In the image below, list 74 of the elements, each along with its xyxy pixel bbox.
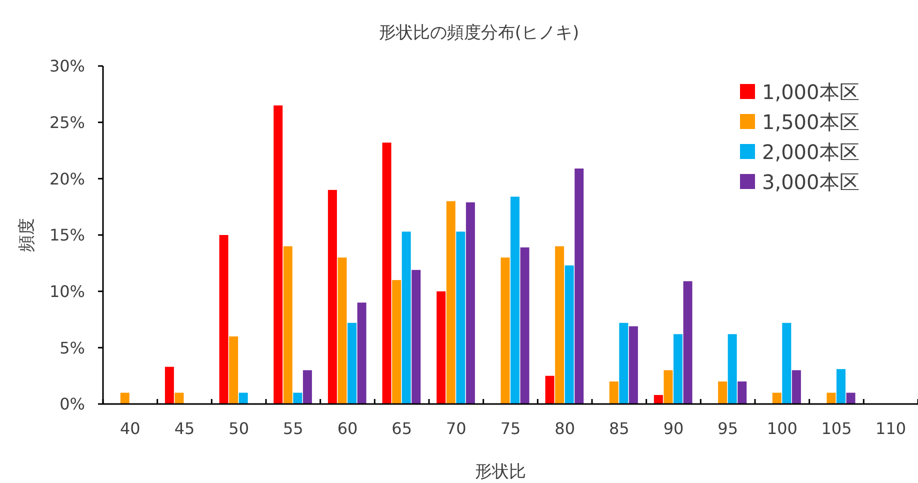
- bar: [654, 394, 663, 404]
- bar: [510, 196, 520, 404]
- bar: [555, 246, 564, 404]
- x-tick-label: 40: [120, 419, 140, 438]
- bar: [219, 235, 228, 404]
- y-tick-label: 0%: [60, 394, 85, 414]
- x-tick-label: 110: [876, 419, 906, 438]
- bar: [836, 369, 846, 404]
- y-tick-label: 10%: [49, 282, 85, 301]
- y-tick-label: 15%: [49, 226, 85, 245]
- x-tick-label: 45: [174, 419, 195, 438]
- bar: [664, 370, 673, 404]
- bar: [302, 370, 312, 404]
- bar: [574, 168, 584, 404]
- bar: [357, 302, 366, 404]
- bar: [728, 334, 737, 404]
- bar: [738, 381, 747, 404]
- legend-label: 2,000本区: [762, 140, 860, 164]
- bar: [338, 258, 347, 404]
- x-tick-label: 75: [500, 419, 521, 438]
- bar: [826, 392, 836, 404]
- legend-label: 1,000本区: [762, 80, 860, 104]
- bar: [120, 392, 130, 404]
- bar: [772, 392, 782, 404]
- bar: [229, 336, 238, 404]
- legend-label: 3,000本区: [762, 170, 860, 194]
- bar: [619, 322, 628, 404]
- bar: [412, 270, 421, 404]
- bar: [628, 326, 638, 404]
- bar: [545, 376, 554, 404]
- bar: [436, 291, 446, 404]
- x-tick-label: 85: [608, 419, 630, 438]
- bar: [520, 247, 530, 404]
- bar: [446, 201, 456, 404]
- x-tick-label: 70: [446, 419, 466, 438]
- bar: [500, 258, 510, 404]
- x-tick-label: 50: [228, 419, 250, 438]
- bar: [402, 232, 411, 404]
- bar: [238, 392, 248, 404]
- bar: [564, 265, 574, 404]
- bar: [718, 381, 728, 404]
- bar: [392, 280, 402, 404]
- x-tick-label: 80: [554, 419, 576, 438]
- bar: [164, 366, 174, 404]
- bar: [466, 202, 475, 404]
- bar: [328, 190, 337, 404]
- x-tick-label: 65: [392, 419, 412, 438]
- bar: [293, 392, 302, 404]
- y-tick-label: 25%: [49, 112, 85, 132]
- bar: [382, 142, 392, 404]
- bar: [683, 281, 692, 404]
- bar: [846, 392, 856, 404]
- legend-label: 1,500本区: [762, 110, 860, 134]
- y-tick-label: 30%: [49, 56, 85, 76]
- x-tick-label: 55: [282, 419, 304, 438]
- bar: [609, 381, 618, 404]
- x-tick-label: 95: [718, 419, 738, 438]
- y-tick-label: 20%: [49, 169, 85, 188]
- x-axis-title: 形状比: [475, 462, 526, 482]
- x-tick-label: 60: [337, 419, 358, 438]
- y-tick-label: 5%: [60, 338, 85, 358]
- bar: [456, 232, 466, 404]
- x-tick-label: 105: [821, 419, 852, 438]
- bar: [674, 334, 682, 404]
- bar: [174, 392, 184, 404]
- x-tick-label: 90: [663, 419, 684, 438]
- y-axis-title: 頻度: [17, 218, 37, 252]
- bar: [782, 322, 792, 404]
- x-tick-label: 100: [766, 419, 798, 438]
- bar: [274, 105, 283, 404]
- bar: [348, 322, 356, 404]
- chart-title: 形状比の頻度分布(ヒノキ): [378, 23, 580, 43]
- bar: [283, 246, 292, 404]
- bar: [792, 370, 801, 404]
